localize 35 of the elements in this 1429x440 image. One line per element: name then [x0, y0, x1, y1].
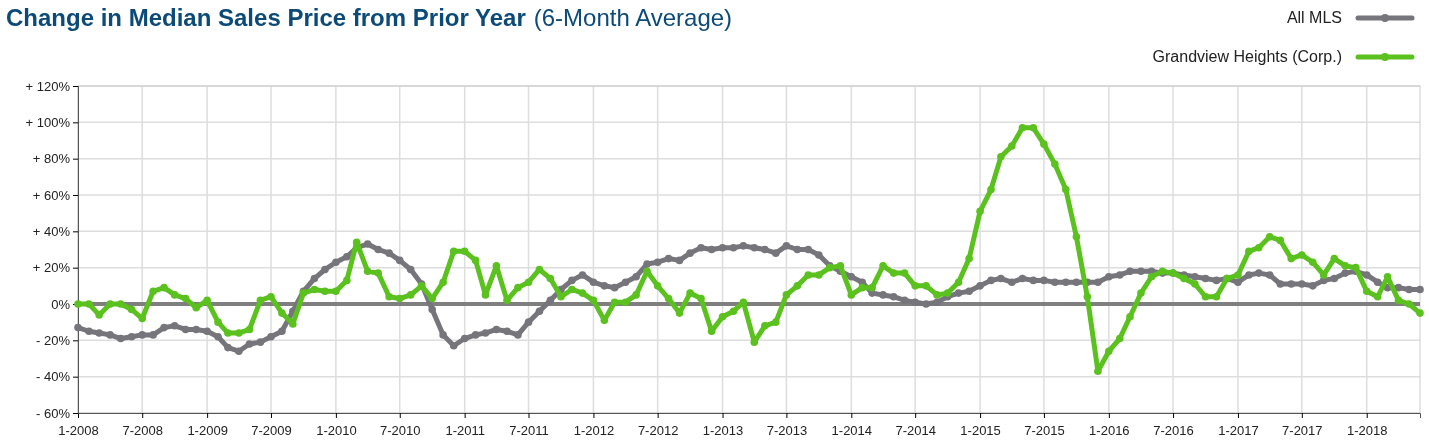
- x-tick-label: 7-2015: [1024, 423, 1065, 439]
- x-tick-label: 7-2009: [251, 423, 292, 439]
- y-tick-label: + 60%: [32, 187, 71, 203]
- x-tick-label: 1-2010: [316, 423, 357, 439]
- x-tick-label: 7-2010: [380, 423, 421, 439]
- y-tick-label: - 40%: [36, 369, 71, 385]
- x-tick-label: 7-2011: [509, 423, 549, 439]
- y-tick-label: - 20%: [36, 332, 71, 348]
- x-tick-label: 1-2014: [831, 423, 873, 439]
- x-tick-label: 7-2016: [1153, 423, 1194, 439]
- x-tick-label: 7-2012: [637, 423, 679, 439]
- x-tick-label: 7-2013: [766, 423, 808, 439]
- x-tick-label: 7-2014: [895, 423, 936, 439]
- chart-subtitle: (6-Month Average): [533, 4, 733, 31]
- y-tick-label: + 80%: [32, 151, 71, 167]
- x-tick-label: 7-2017: [1282, 423, 1323, 439]
- legend-label: All MLS: [1286, 9, 1342, 26]
- x-tick-label: 1-2011: [445, 423, 485, 439]
- x-tick-label: 1-2008: [58, 423, 99, 439]
- y-tick-label: + 20%: [32, 260, 71, 276]
- y-tick-label: + 100%: [25, 114, 71, 130]
- x-tick-label: 1-2017: [1218, 423, 1259, 439]
- y-tick-label: - 60%: [36, 405, 71, 421]
- y-tick-label: + 120%: [25, 78, 71, 94]
- x-tick-label: 1-2012: [573, 423, 615, 439]
- chart-title: Change in Median Sales Price from Prior Year: [6, 4, 526, 31]
- legend-label: Grandview Heights (Corp.): [1152, 48, 1342, 65]
- x-tick-label: 1-2018: [1346, 423, 1388, 439]
- y-tick-label: 0%: [51, 296, 71, 312]
- x-tick-label: 1-2013: [702, 423, 744, 439]
- x-tick-label: 1-2015: [960, 423, 1001, 439]
- y-tick-label: + 40%: [32, 223, 71, 239]
- x-tick-label: 1-2009: [187, 423, 228, 439]
- x-tick-label: 1-2016: [1089, 423, 1130, 439]
- x-tick-label: 7-2008: [122, 423, 163, 439]
